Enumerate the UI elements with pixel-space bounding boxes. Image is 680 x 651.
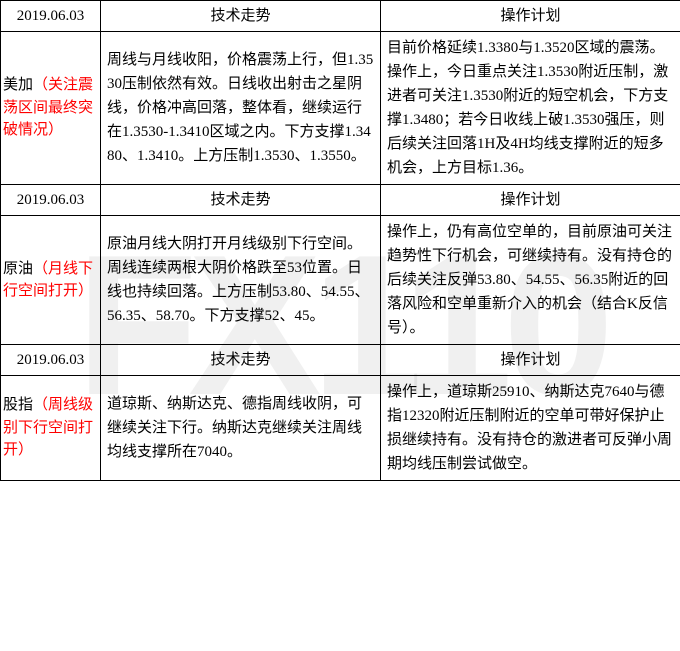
asset-name: 股指 (3, 397, 33, 413)
tech-content: 周线与月线收阳，价格震荡上行，但1.3530压制依然有效。日线收出射击之星阴线，… (101, 32, 381, 185)
plan-header: 操作计划 (381, 345, 680, 376)
tech-content: 道琼斯、纳斯达克、德指周线收阴，可继续关注下行。纳斯达克继续关注周线均线支撑所在… (101, 376, 381, 481)
plan-header: 操作计划 (381, 1, 680, 32)
asset-name: 美加 (3, 77, 33, 93)
asset-label: 股指（周线级别下行空间打开） (1, 376, 101, 481)
asset-label: 原油（月线下行空间打开） (1, 216, 101, 345)
plan-content: 目前价格延续1.3380与1.3520区域的震荡。操作上，今日重点关注1.353… (381, 32, 680, 185)
date-cell: 2019.06.03 (1, 1, 101, 32)
tech-header: 技术走势 (101, 185, 381, 216)
asset-name: 原油 (3, 261, 33, 277)
asset-label: 美加（关注震荡区间最终突破情况） (1, 32, 101, 185)
tech-content: 原油月线大阴打开月线级别下行空间。周线连续两根大阴价格跌至53位置。日线也持续回… (101, 216, 381, 345)
tech-header: 技术走势 (101, 1, 381, 32)
date-cell: 2019.06.03 (1, 345, 101, 376)
analysis-table: 2019.06.03技术走势操作计划美加（关注震荡区间最终突破情况）周线与月线收… (0, 0, 680, 481)
tech-header: 技术走势 (101, 345, 381, 376)
plan-content: 操作上，仍有高位空单的，目前原油可关注趋势性下行机会，可继续持有。没有持仓的后续… (381, 216, 680, 345)
plan-content: 操作上，道琼斯25910、纳斯达克7640与德指12320附近压制附近的空单可带… (381, 376, 680, 481)
plan-header: 操作计划 (381, 185, 680, 216)
date-cell: 2019.06.03 (1, 185, 101, 216)
